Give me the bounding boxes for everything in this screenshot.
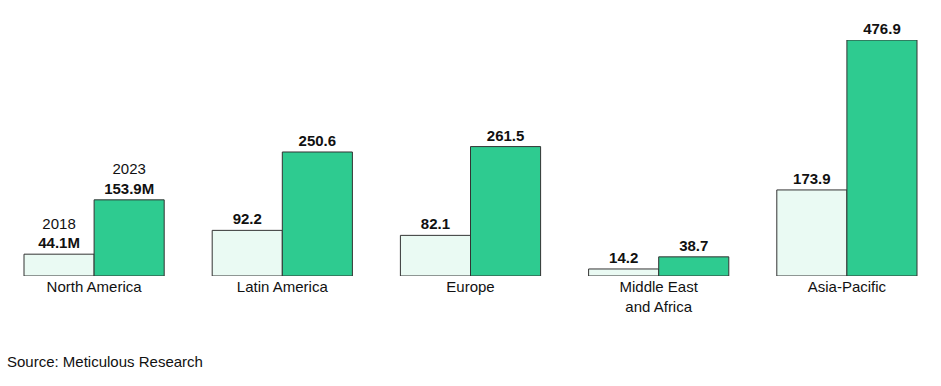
svg-text:261.5: 261.5 bbox=[487, 127, 525, 144]
svg-text:201844.1M: 201844.1M bbox=[38, 215, 80, 252]
svg-text:Asia-Pacific: Asia-Pacific bbox=[808, 278, 887, 295]
svg-text:173.9: 173.9 bbox=[793, 170, 831, 187]
svg-text:476.9: 476.9 bbox=[863, 20, 901, 37]
svg-text:2023153.9M: 2023153.9M bbox=[104, 160, 154, 197]
svg-text:Source: Meticulous Research: Source: Meticulous Research bbox=[7, 353, 203, 370]
svg-text:92.2: 92.2 bbox=[233, 210, 262, 227]
svg-text:14.2: 14.2 bbox=[609, 249, 638, 266]
svg-text:Latin America: Latin America bbox=[237, 278, 329, 295]
svg-text:Europe: Europe bbox=[446, 278, 494, 295]
svg-text:38.7: 38.7 bbox=[679, 237, 708, 254]
svg-text:North America: North America bbox=[47, 278, 143, 295]
svg-text:250.6: 250.6 bbox=[299, 132, 337, 149]
svg-text:Middle Eastand Africa: Middle Eastand Africa bbox=[620, 278, 699, 315]
svg-text:82.1: 82.1 bbox=[421, 215, 450, 232]
